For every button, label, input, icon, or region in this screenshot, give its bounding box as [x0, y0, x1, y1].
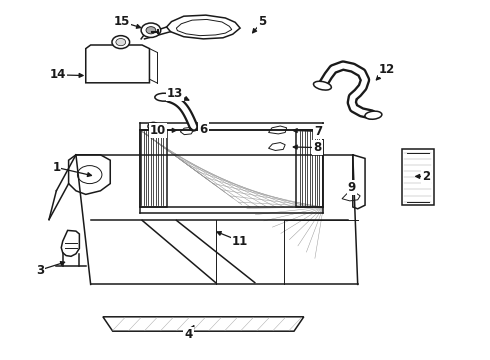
Circle shape: [112, 36, 129, 49]
Ellipse shape: [314, 81, 331, 90]
Text: 5: 5: [258, 15, 266, 28]
Text: 4: 4: [185, 328, 193, 341]
Bar: [140, 130, 167, 207]
Text: 9: 9: [348, 181, 356, 194]
Ellipse shape: [155, 93, 173, 101]
Text: 7: 7: [315, 125, 322, 138]
Circle shape: [116, 39, 125, 46]
Text: 13: 13: [167, 87, 183, 100]
Circle shape: [148, 122, 159, 130]
Circle shape: [141, 23, 161, 37]
Text: 6: 6: [199, 123, 207, 136]
Ellipse shape: [365, 111, 382, 119]
Bar: [402, 149, 434, 205]
Text: 12: 12: [379, 63, 395, 76]
Text: 2: 2: [422, 170, 430, 183]
Text: 3: 3: [36, 264, 44, 276]
Bar: [140, 130, 323, 207]
Text: 8: 8: [314, 141, 321, 154]
Circle shape: [146, 27, 156, 34]
Text: 14: 14: [49, 68, 66, 81]
Text: 11: 11: [232, 235, 248, 248]
Bar: [296, 130, 323, 207]
Text: 1: 1: [52, 161, 60, 174]
Text: 10: 10: [149, 124, 166, 137]
Text: 15: 15: [113, 15, 130, 28]
